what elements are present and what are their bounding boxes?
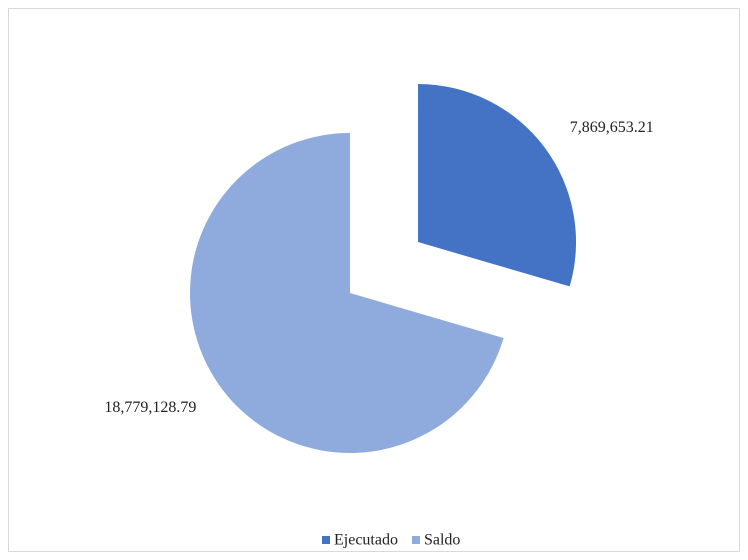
legend-swatch bbox=[322, 536, 330, 544]
pie-slice bbox=[190, 133, 504, 453]
legend-label: Saldo bbox=[424, 532, 460, 549]
legend-label: Ejecutado bbox=[334, 532, 398, 549]
data-label: 18,779,128.79 bbox=[104, 399, 196, 416]
legend-swatch bbox=[411, 536, 420, 544]
chart-frame bbox=[8, 8, 740, 552]
pie-slice bbox=[418, 84, 577, 287]
data-label: 7,869,653.21 bbox=[570, 119, 654, 136]
